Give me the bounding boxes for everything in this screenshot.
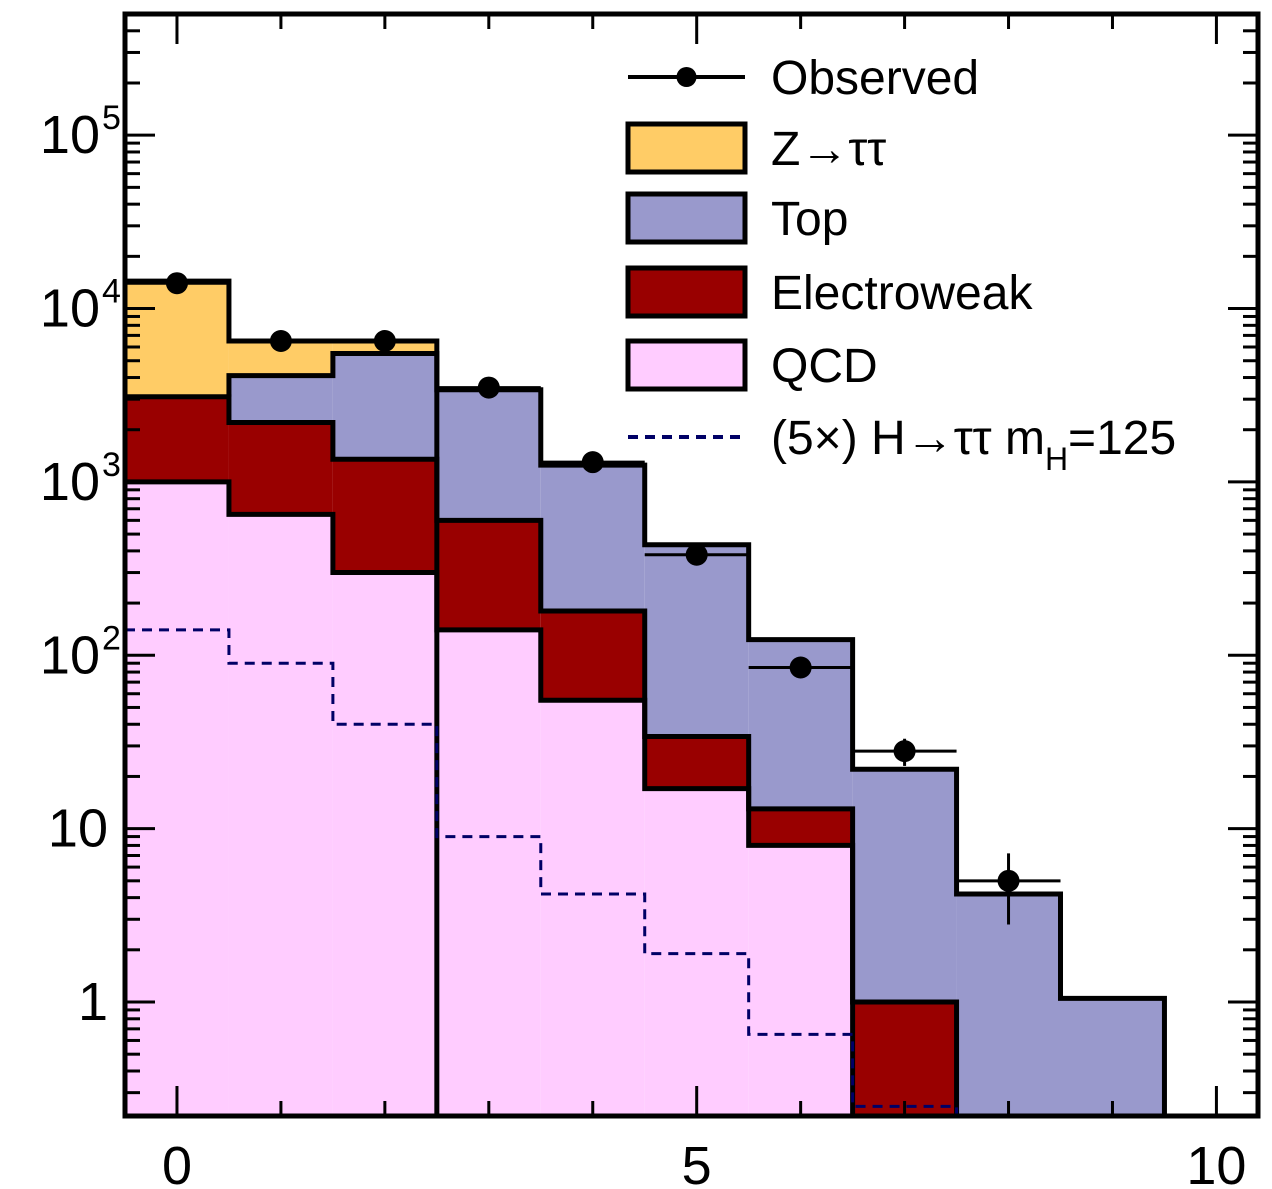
y-tick-label-10: 10 <box>48 799 108 859</box>
bar-qcd-bin-6 <box>748 845 853 1116</box>
outline-qcd <box>125 479 856 1116</box>
observed-data <box>125 272 1061 925</box>
bar-top-bin-1 <box>228 375 333 423</box>
bar-top-bin-8 <box>956 893 1061 1116</box>
bar-qcd-bin-4 <box>540 700 645 1116</box>
bar-top-bin-2 <box>332 353 437 460</box>
stacked-histogram <box>125 278 1167 1116</box>
bar-electroweak-bin-2 <box>332 459 437 573</box>
observed-point-1 <box>269 329 292 352</box>
x-tick-label-10: 10 <box>1186 1136 1246 1189</box>
bar-electroweak-bin-0 <box>125 396 229 482</box>
legend-top-label: Top <box>771 193 848 246</box>
y-tick-label-1: 1 <box>78 972 108 1032</box>
legend-qcd-swatch <box>625 338 748 392</box>
y-tick-exponent-10000: 4 <box>102 273 121 311</box>
bar-top-bin-3 <box>436 389 541 521</box>
bar-electroweak-bin-4 <box>540 611 645 701</box>
bar-qcd-bin-2 <box>332 572 437 1116</box>
observed-point-5 <box>685 543 708 566</box>
observed-point-0 <box>165 272 188 295</box>
bar-qcd-bin-5 <box>644 788 749 1116</box>
bar-electroweak-bin-6 <box>748 808 853 846</box>
observed-point-2 <box>373 329 396 352</box>
legend-qcd-label: QCD <box>771 340 878 393</box>
y-tick-label-1000: 10 <box>40 452 100 512</box>
observed-point-8 <box>997 869 1020 892</box>
bar-qcd-bin-3 <box>436 629 541 1116</box>
observed-point-6 <box>789 656 812 679</box>
legend-z-label: Z→ττ <box>771 123 886 176</box>
bar-electroweak-bin-7 <box>852 1001 957 1116</box>
bar-qcd-bin-1 <box>228 514 333 1116</box>
bar-top-bin-5 <box>644 544 749 737</box>
y-tick-label-10000: 10 <box>40 279 100 339</box>
bar-electroweak-bin-1 <box>228 422 333 515</box>
observed-point-4 <box>581 451 604 474</box>
y-tick-exponent-100: 2 <box>102 619 121 657</box>
signal-histogram <box>125 628 959 1116</box>
y-tick-label-100000: 10 <box>40 105 100 165</box>
y-tick-exponent-1000: 3 <box>102 446 121 484</box>
legend-z-swatch <box>625 121 748 175</box>
observed-point-7 <box>893 740 916 763</box>
x-tick-label-0: 0 <box>162 1136 192 1189</box>
outline-electroweak <box>125 394 960 1116</box>
legend-electroweak-swatch <box>625 265 748 319</box>
plot-frame <box>122 11 1261 1119</box>
observed-point-3 <box>477 376 500 399</box>
x-tick-label-5: 5 <box>682 1136 712 1189</box>
bar-electroweak-bin-5 <box>644 736 749 789</box>
bar-top-bin-7 <box>852 769 957 1002</box>
bar-qcd-bin-0 <box>125 481 229 1116</box>
bar-z-tautau-bin-0 <box>125 281 229 397</box>
legend-electroweak-label: Electroweak <box>771 267 1033 320</box>
bar-top-bin-4 <box>540 465 645 612</box>
signal-line <box>125 628 959 1116</box>
y-tick-label-100: 10 <box>40 625 100 685</box>
y-tick-exponent-100000: 5 <box>102 99 121 137</box>
legend-observed-marker <box>676 67 697 87</box>
bar-electroweak-bin-3 <box>436 520 541 630</box>
legend-observed-label: Observed <box>771 52 979 105</box>
legend-top-swatch <box>625 191 748 245</box>
bar-top-bin-9 <box>1060 998 1165 1116</box>
